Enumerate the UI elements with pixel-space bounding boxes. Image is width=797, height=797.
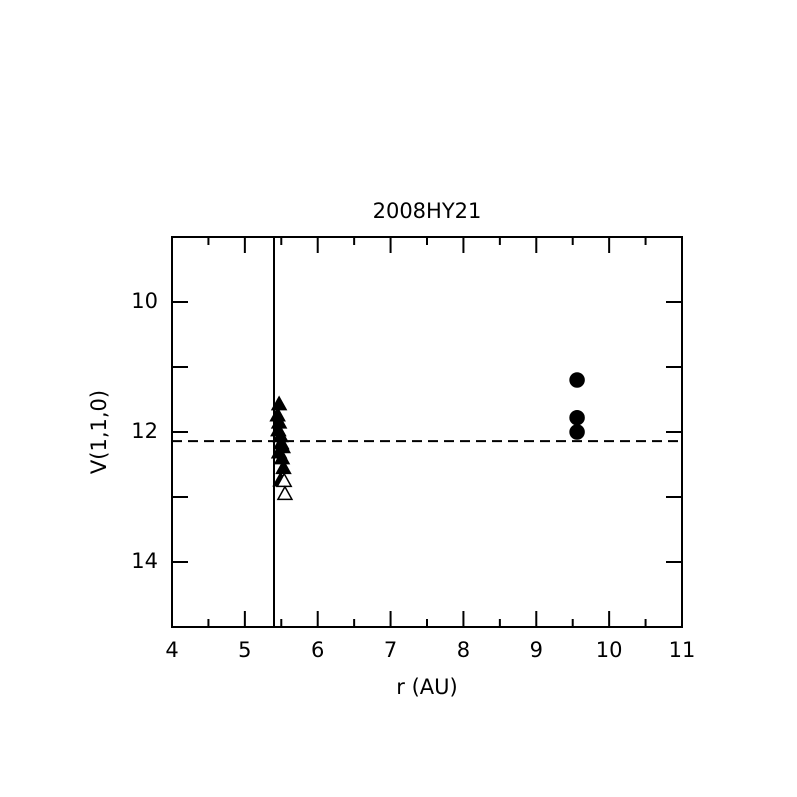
plot-frame: [171, 236, 683, 628]
y-tick-label: 14: [131, 549, 158, 573]
x-axis-label: r (AU): [396, 675, 457, 699]
data-point: [275, 472, 293, 488]
data-point: [569, 409, 585, 426]
x-tick-label: 7: [384, 638, 397, 662]
x-tick-label: 9: [530, 638, 543, 662]
x-tick-label: 6: [311, 638, 324, 662]
x-tick-label: 8: [457, 638, 470, 662]
x-tick-label: 4: [165, 638, 178, 662]
y-tick-label: 10: [131, 289, 158, 313]
chart-title: 2008HY21: [373, 199, 482, 223]
x-tick-label: 11: [669, 638, 696, 662]
data-point: [275, 459, 292, 475]
y-axis-label: V(1,1,0): [87, 390, 111, 474]
data-point: [569, 372, 585, 388]
y-tick-label: 12: [131, 419, 158, 443]
x-tick-label: 10: [596, 638, 623, 662]
data-point: [276, 485, 294, 501]
data-point: [569, 424, 585, 440]
x-tick-label: 5: [238, 638, 251, 662]
